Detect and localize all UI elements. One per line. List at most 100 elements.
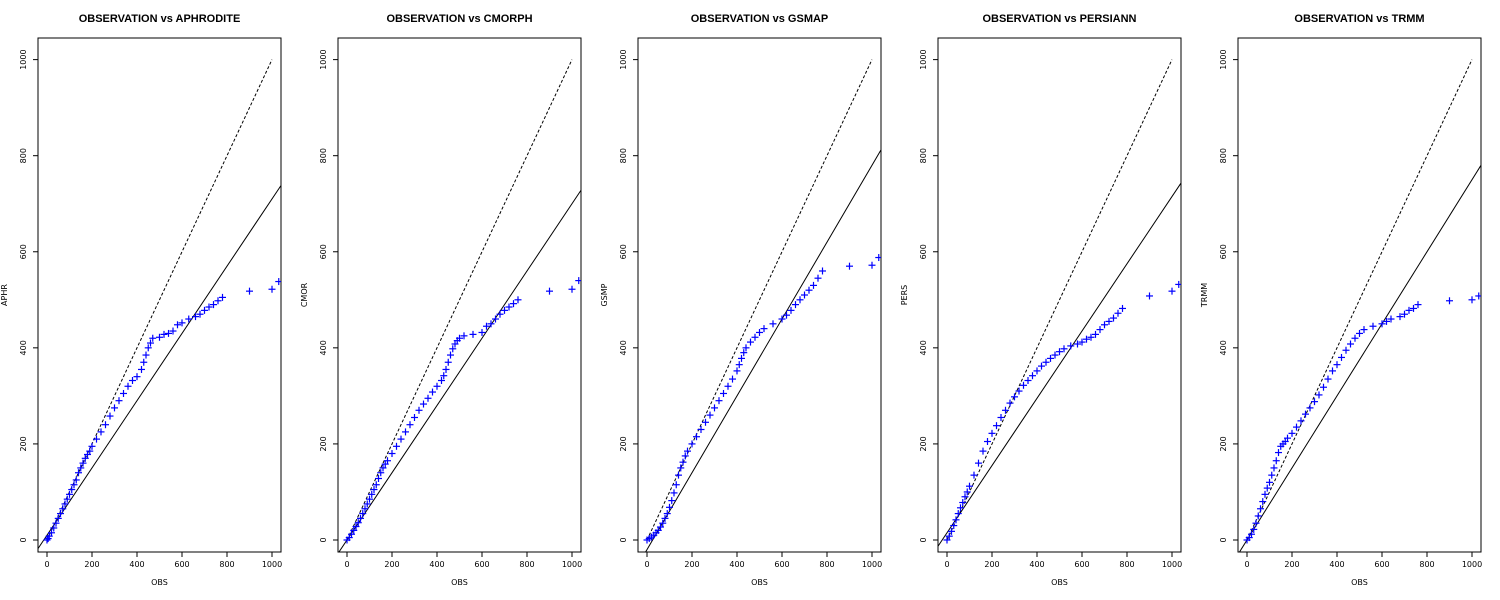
one-to-one-line bbox=[346, 59, 573, 541]
data-point bbox=[697, 426, 705, 434]
data-point bbox=[1329, 367, 1336, 375]
data-point bbox=[165, 329, 172, 337]
data-point bbox=[1266, 478, 1273, 486]
data-point bbox=[52, 519, 60, 527]
data-point bbox=[444, 358, 452, 366]
x-tick-label: 600 bbox=[774, 560, 789, 569]
data-point bbox=[120, 389, 127, 397]
data-point bbox=[1114, 309, 1122, 317]
data-point bbox=[66, 490, 73, 498]
data-point bbox=[1401, 310, 1408, 318]
data-point bbox=[372, 481, 380, 489]
data-point bbox=[1002, 406, 1009, 414]
data-point bbox=[492, 315, 499, 323]
panel-2: OBSERVATION vs CMORPH 0 200 400 600 800 1000 0 2… bbox=[300, 13, 582, 587]
data-point bbox=[487, 320, 495, 328]
y-tick-label: 600 bbox=[19, 244, 28, 259]
data-point bbox=[681, 452, 689, 460]
data-point bbox=[402, 428, 409, 436]
data-point bbox=[659, 519, 667, 527]
y-tick-label: 200 bbox=[19, 436, 28, 451]
data-point bbox=[1414, 301, 1422, 309]
data-point bbox=[1092, 330, 1099, 338]
y-tick-label: 1000 bbox=[619, 49, 628, 69]
x-tick-label: 400 bbox=[1029, 560, 1044, 569]
data-point bbox=[546, 287, 553, 295]
data-point bbox=[375, 475, 382, 483]
data-point bbox=[43, 536, 51, 544]
data-point bbox=[760, 325, 768, 333]
data-point bbox=[1015, 387, 1023, 395]
x-tick-label: 600 bbox=[474, 560, 489, 569]
points-group bbox=[343, 277, 581, 544]
data-point bbox=[1024, 377, 1032, 385]
data-point bbox=[149, 334, 157, 342]
data-point bbox=[970, 471, 978, 479]
y-axis-label: PERS bbox=[900, 285, 909, 306]
data-point bbox=[1396, 313, 1404, 321]
data-point bbox=[663, 510, 671, 518]
data-point bbox=[447, 351, 454, 359]
y-tick-label: 200 bbox=[919, 436, 928, 451]
data-point bbox=[1311, 398, 1318, 406]
x-tick-label: 800 bbox=[519, 560, 534, 569]
data-point bbox=[54, 514, 62, 522]
panel-4: OBSERVATION vs PERSIANN 0 200 400 600 800 1000… bbox=[900, 13, 1182, 587]
data-point bbox=[1387, 315, 1395, 323]
data-point bbox=[359, 510, 367, 518]
data-point bbox=[397, 435, 405, 443]
plot-area bbox=[938, 59, 1181, 547]
data-point bbox=[1270, 464, 1278, 472]
x-tick-label: 0 bbox=[344, 560, 349, 569]
data-point bbox=[483, 322, 490, 330]
data-point bbox=[138, 365, 145, 373]
data-point bbox=[959, 499, 967, 507]
y-tick-label: 1000 bbox=[19, 49, 28, 69]
data-point bbox=[568, 285, 576, 293]
data-point bbox=[963, 488, 971, 496]
data-point bbox=[246, 287, 253, 295]
data-point bbox=[1254, 512, 1262, 520]
data-point bbox=[657, 523, 664, 531]
x-tick-label: 200 bbox=[984, 560, 999, 569]
data-point bbox=[787, 306, 795, 314]
data-point bbox=[740, 349, 748, 357]
data-point bbox=[948, 527, 955, 535]
data-point bbox=[63, 495, 71, 503]
data-point bbox=[102, 421, 109, 429]
data-point bbox=[115, 397, 123, 405]
data-point bbox=[1074, 340, 1081, 348]
points-group bbox=[943, 280, 1181, 544]
data-point bbox=[48, 529, 55, 537]
fit-line bbox=[1238, 165, 1481, 552]
data-point bbox=[868, 261, 876, 269]
y-tick-label: 200 bbox=[319, 436, 328, 451]
data-point bbox=[1033, 367, 1041, 375]
panel-title: OBSERVATION vs GSMAP bbox=[691, 13, 829, 25]
data-point bbox=[684, 447, 691, 455]
data-point bbox=[670, 489, 678, 497]
data-point bbox=[406, 421, 414, 429]
data-point bbox=[1268, 471, 1276, 479]
y-tick-label: 600 bbox=[919, 244, 928, 259]
data-point bbox=[693, 433, 700, 441]
x-axis-label: OBS bbox=[151, 578, 168, 587]
data-point bbox=[1272, 457, 1280, 465]
data-point bbox=[1105, 317, 1113, 325]
data-point bbox=[1261, 490, 1269, 498]
one-to-one-line bbox=[646, 59, 873, 541]
x-tick-label: 1000 bbox=[1462, 560, 1482, 569]
x-tick-label: 400 bbox=[129, 560, 144, 569]
data-point bbox=[783, 311, 790, 319]
x-axis-label: OBS bbox=[751, 578, 768, 587]
x-axis-label: OBS bbox=[1051, 578, 1068, 587]
y-tick-label: 400 bbox=[19, 340, 28, 355]
data-point bbox=[424, 394, 432, 402]
data-point bbox=[275, 278, 281, 286]
data-point bbox=[706, 411, 714, 419]
data-point bbox=[348, 530, 355, 538]
y-tick-label: 400 bbox=[919, 340, 928, 355]
y-axis-label: TRMM bbox=[1200, 283, 1209, 308]
panel-title: OBSERVATION vs CMORPH bbox=[386, 13, 532, 25]
y-tick-label: 400 bbox=[619, 340, 628, 355]
